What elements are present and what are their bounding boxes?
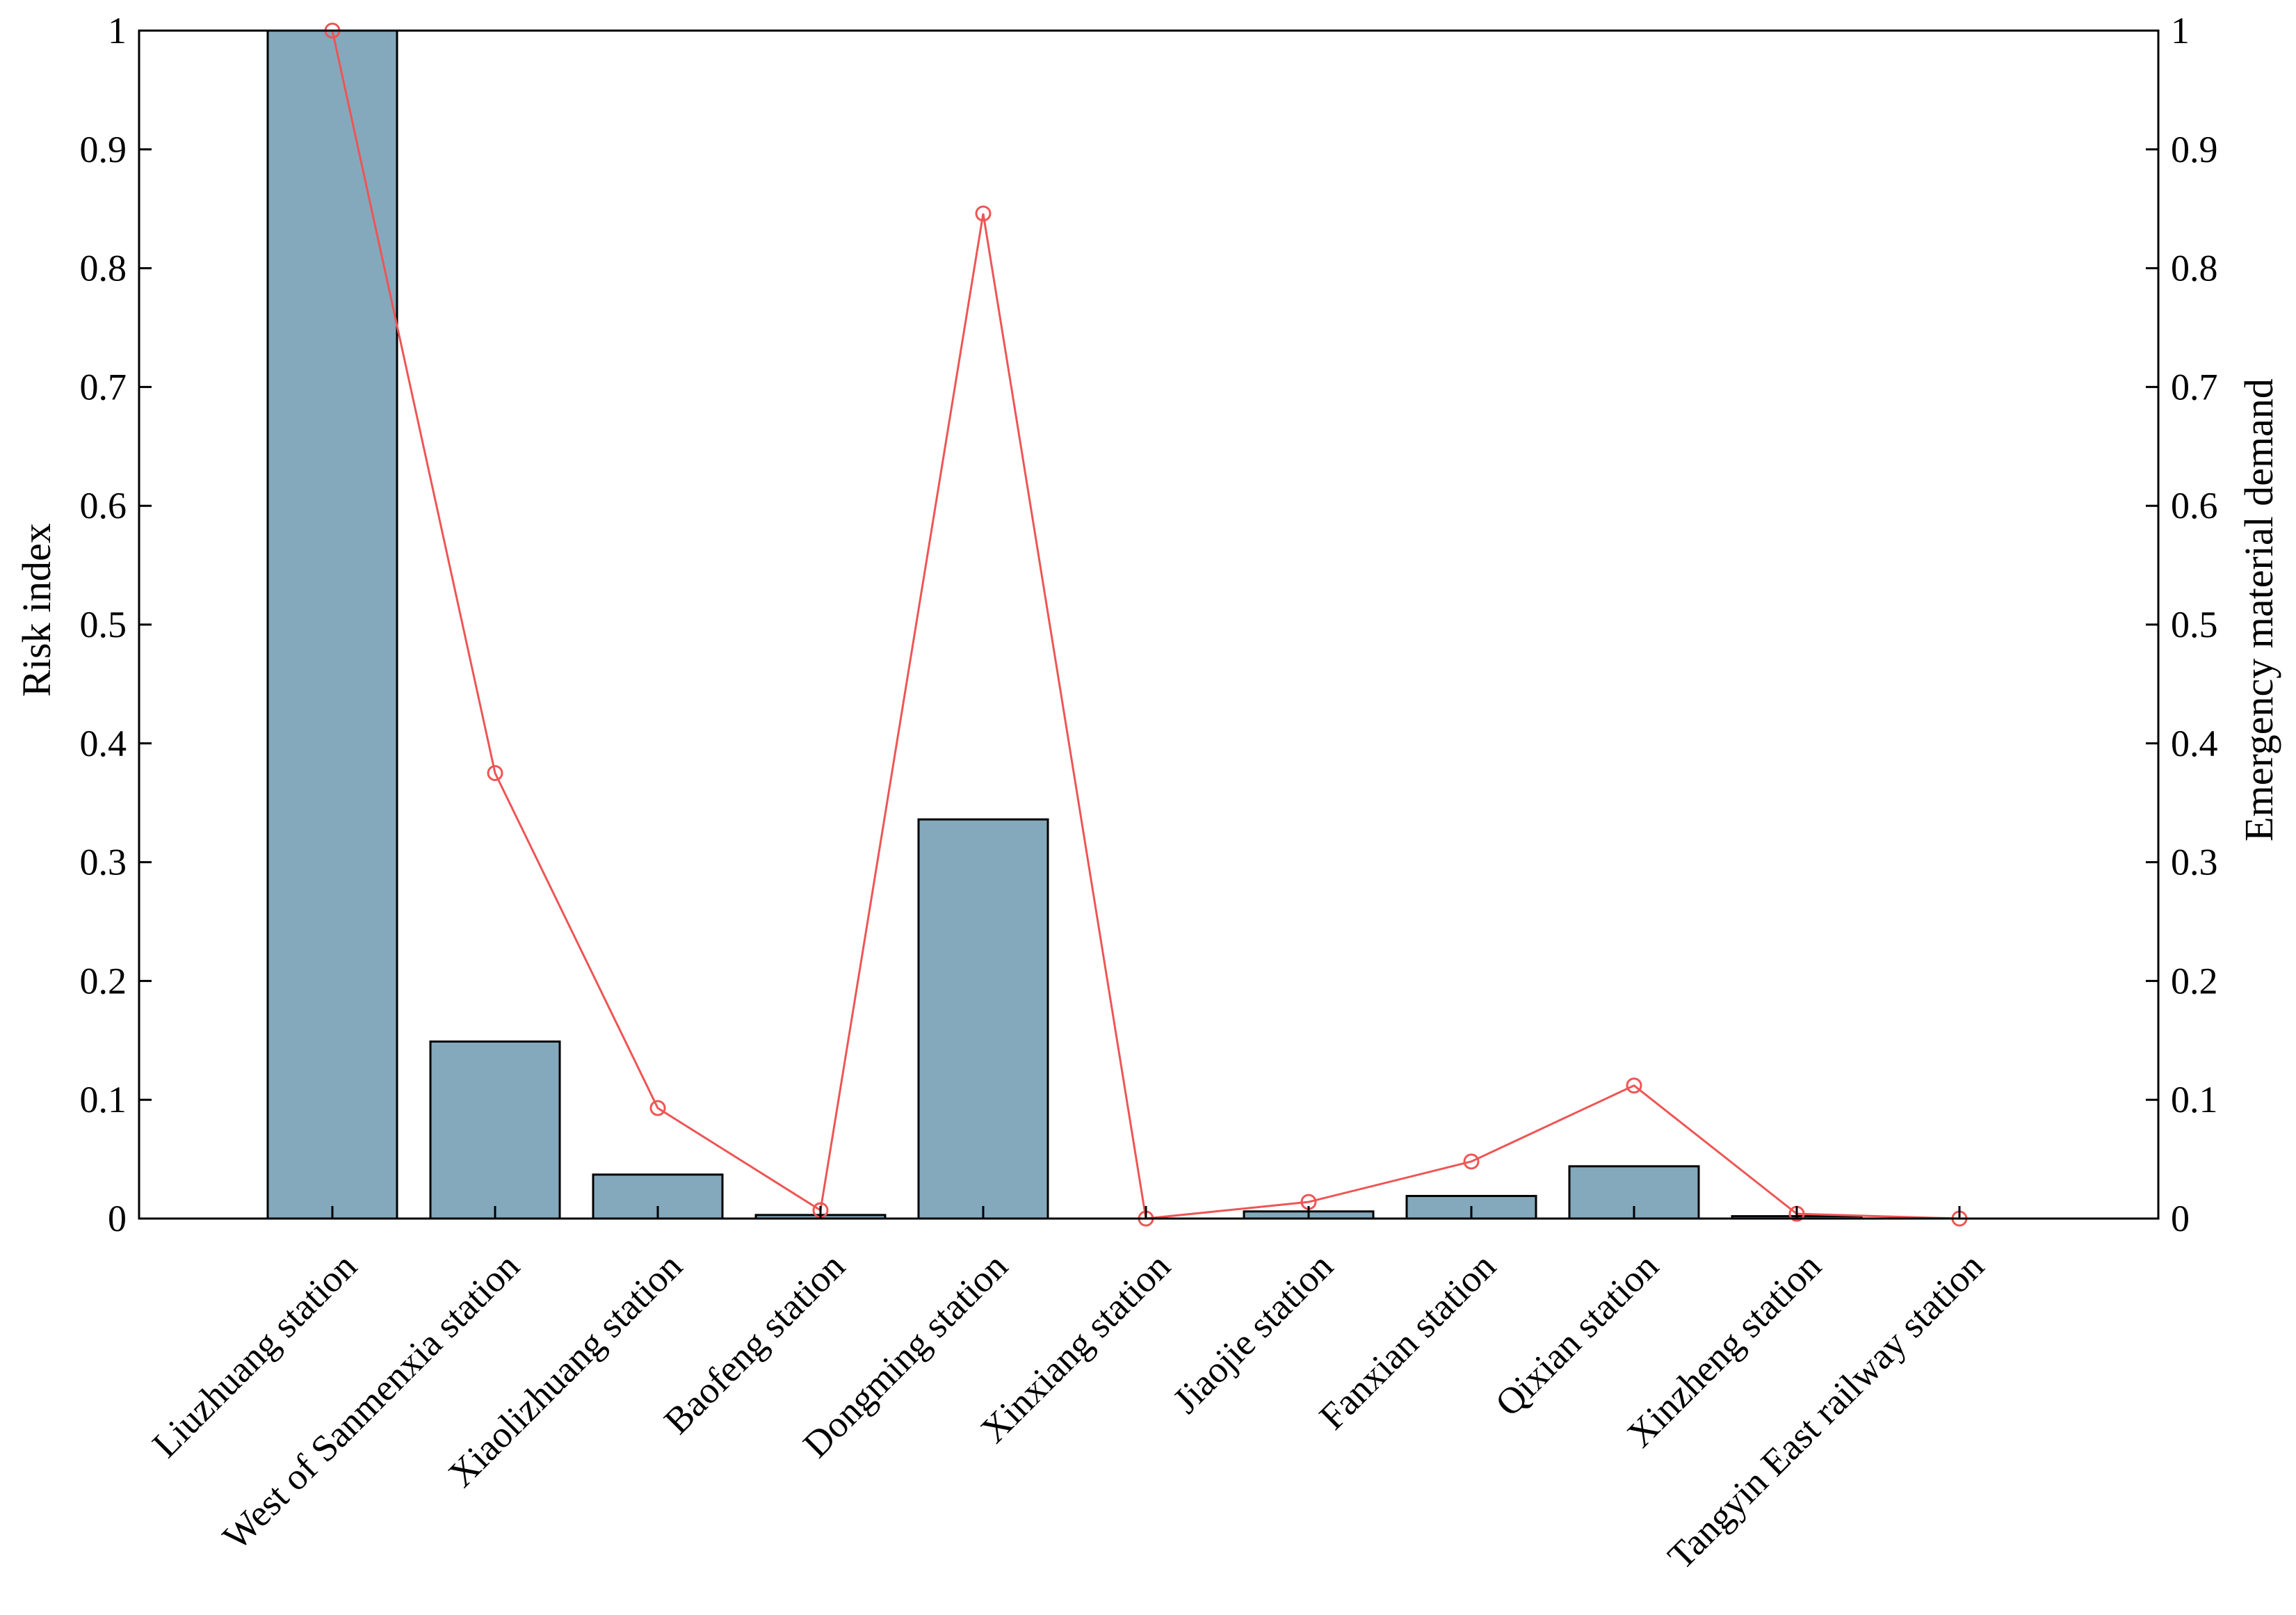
right-tick-label: 0.5 [2171,604,2218,645]
line-series [324,22,1968,1227]
left-tick-label: 0.6 [80,485,127,527]
right-tick-label: 0.6 [2171,485,2218,527]
category-label-7: Jiaojie station [1165,1245,1341,1421]
left-tick-label: 0.8 [80,248,127,289]
right-tick-label: 0.7 [2171,366,2218,408]
demand-point-3 [649,1100,666,1116]
bar-2 [429,1040,561,1220]
right-tick-label: 0.1 [2171,1079,2218,1120]
demand-point-5 [975,205,992,222]
plot-frame [138,29,2160,1220]
demand-point-9 [1626,1077,1642,1094]
left-tick-label: 0.9 [80,129,127,170]
left-tick-label: 0 [108,1198,127,1239]
right-tick-label: 0.4 [2171,723,2218,764]
bar-1 [266,29,398,1220]
right-tick-label: 0 [2171,1198,2190,1239]
left-tick-label: 0.1 [80,1079,127,1120]
right-tick-label: 0.2 [2171,960,2218,1002]
left-tick-label: 0.2 [80,960,127,1002]
right-tick-label: 0.3 [2171,842,2218,883]
left-axis-title: Risk index [14,523,59,697]
axes [138,29,2160,1220]
right-axis-title: Emergency material demand [2236,378,2281,842]
demand-point-8 [1463,1153,1480,1170]
left-tick-label: 0.7 [80,366,127,408]
demand-line [331,30,1960,1220]
right-tick-label: 1 [2171,10,2190,51]
left-tick-label: 1 [108,10,127,51]
category-label-2: West of Sanmenxia station [215,1245,528,1558]
bar-5 [917,818,1049,1220]
left-tick-label: 0.3 [80,842,127,883]
right-tick-label: 0.8 [2171,248,2218,289]
category-label-11: Tangyin East railway station [1660,1245,1992,1577]
left-tick-label: 0.4 [80,723,127,764]
right-tick-label: 0.9 [2171,129,2218,170]
left-tick-label: 0.5 [80,604,127,645]
right-axis-ticks: 0 0.1 0.2 0.3 0.4 0.5 0.6 0.7 0.8 0.9 1 [2146,10,2218,1239]
left-axis-ticks: 0 0.1 0.2 0.3 0.4 0.5 0.6 0.7 0.8 0.9 1 [80,10,152,1239]
demand-point-2 [487,765,503,781]
category-label-9: Qixian station [1487,1245,1667,1424]
bar-series [266,29,1863,1220]
